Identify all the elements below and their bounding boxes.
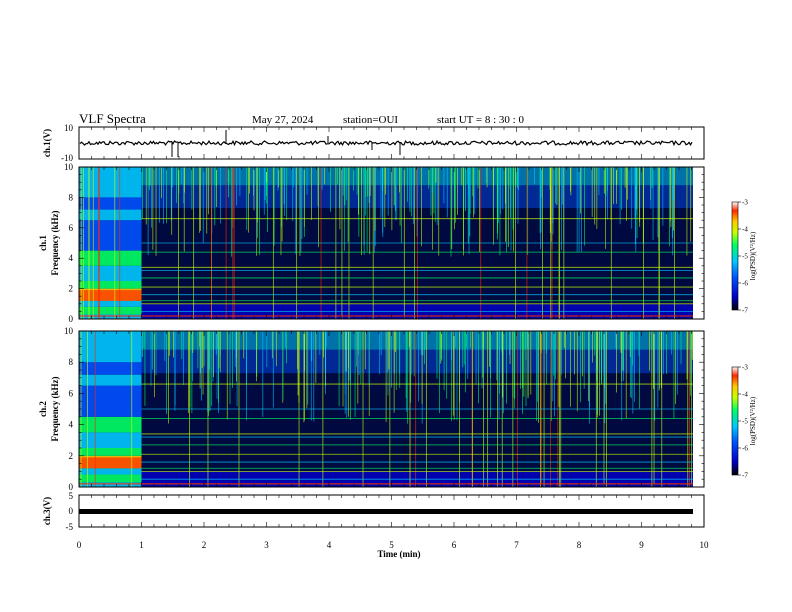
- start-time-label: start UT = 8 : 30 : 0: [437, 114, 524, 126]
- colorbar-tick-label: -7: [742, 307, 748, 315]
- freq-tick-label: 10: [64, 326, 74, 336]
- date-label: May 27, 2024: [252, 114, 314, 126]
- ch2-ylabel-frequency: Frequency (kHz): [50, 376, 60, 441]
- colorbar-tick-label: -4: [742, 226, 748, 234]
- ch3-ytick-bottom: -5: [66, 522, 74, 532]
- ch2-colorbar: -3 -4 -5 -6 -7 log(PSD)(V²/Hz): [731, 364, 757, 480]
- ch1-waveform-line: [79, 130, 693, 157]
- freq-tick-label: 0: [69, 482, 74, 492]
- colorbar-tick-label: -3: [742, 199, 748, 207]
- ch1-ylabel-frequency: Frequency (kHz): [50, 210, 60, 275]
- freq-tick-label: 6: [69, 223, 74, 233]
- ch2-ylabel-channel: ch.2: [38, 401, 48, 417]
- figure-title: VLF Spectra: [79, 111, 146, 126]
- ch3-ylabel: ch.3(V): [42, 497, 52, 525]
- colorbar-tick-label: -7: [742, 472, 748, 480]
- freq-tick-label: 10: [64, 162, 74, 172]
- ch1-ylabel: ch.1(V): [42, 129, 52, 157]
- x-tick-label: 1: [139, 540, 144, 550]
- freq-tick-label: 2: [69, 451, 74, 461]
- ch1-colorbar: -3 -4 -5 -6 -7 log(PSD)(V²/Hz): [731, 199, 757, 315]
- ch3-ytick-top: 5: [69, 491, 74, 501]
- freq-tick-label: 8: [69, 192, 74, 202]
- x-tick-label: 10: [700, 540, 710, 550]
- x-axis-label: Time (min): [377, 549, 420, 559]
- x-tick-label: 5: [389, 540, 394, 550]
- station-label: station=OUI: [343, 114, 398, 126]
- ch3-ytick-mid: 0: [69, 506, 74, 516]
- x-tick-label: 8: [577, 540, 582, 550]
- ch2-colorbar-label: log(PSD)(V²/Hz): [749, 396, 757, 445]
- ch2-spectrogram-image: [79, 331, 693, 487]
- ch1-ytick-top: 10: [64, 123, 74, 133]
- freq-tick-label: 4: [69, 420, 74, 430]
- colorbar-tick-label: -3: [742, 364, 748, 372]
- x-tick-label: 3: [264, 540, 269, 550]
- x-tick-label: 9: [639, 540, 644, 550]
- colorbar-tick-label: -5: [742, 418, 748, 426]
- colorbar-tick-label: -4: [742, 391, 748, 399]
- x-tick-label: 6: [452, 540, 457, 550]
- freq-tick-label: 2: [69, 284, 74, 294]
- ch3-waveform-panel: 5 0 -5 ch.3(V): [42, 491, 705, 532]
- x-tick-label: 0: [77, 540, 82, 550]
- ch1-colorbar-label: log(PSD)(V²/Hz): [749, 231, 757, 280]
- x-tick-label: 7: [514, 540, 519, 550]
- colorbar-tick-label: -5: [742, 253, 748, 261]
- freq-tick-label: 6: [69, 388, 74, 398]
- ch2-spectrogram-panel: 0 2 4 6 8 10 ch.2 Frequency (kHz): [38, 326, 705, 492]
- ch1-ytick-bottom: -10: [61, 153, 73, 163]
- ch3-waveform-line: [79, 509, 693, 514]
- time-axis-ticks: 0 1 2 3 4 5 6 7 8 9 10: [77, 127, 709, 550]
- ch1-spectrogram-image: [79, 167, 693, 319]
- freq-tick-label: 8: [69, 357, 74, 367]
- freq-tick-label: 4: [69, 253, 74, 263]
- ch1-waveform-panel: 10 -10 ch.1(V): [42, 123, 705, 163]
- x-tick-label: 4: [327, 540, 332, 550]
- x-tick-label: 2: [202, 540, 207, 550]
- ch1-ylabel-channel: ch.1: [38, 235, 48, 251]
- colorbar-tick-label: -6: [742, 280, 748, 288]
- ch1-spectrogram-panel: 0 2 4 6 8 10 ch.1 Frequency (kHz): [38, 162, 705, 324]
- freq-tick-label: 0: [69, 314, 74, 324]
- colorbar-tick-label: -6: [742, 445, 748, 453]
